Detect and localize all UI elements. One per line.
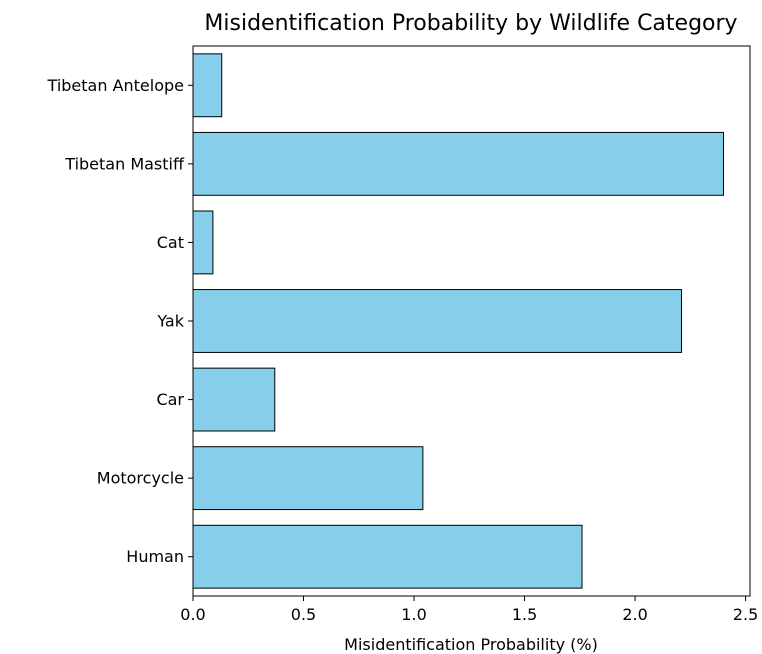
y-tick-label: Tibetan Antelope [47,76,184,95]
plot-area-frame [192,45,751,597]
bar-yak [192,289,682,353]
bar-motorcycle [192,446,424,511]
x-tick-label: 1.0 [401,605,426,624]
y-tick-label: Tibetan Mastiff [64,154,185,173]
bar-tibetan-antelope [192,53,223,118]
x-tick-label: 0.5 [291,605,316,624]
x-tick-label: 0.0 [180,605,205,624]
y-axis-ticks: Human Motorcycle Car Yak Cat Tibetan Mastiff T… [47,76,193,566]
bars-group [192,53,724,589]
y-tick-label: Motorcycle [97,469,184,488]
chart-title: Misidentification Probability by Wildlif… [204,11,737,36]
y-tick-label: Cat [157,233,184,252]
bar-human [192,524,583,589]
y-tick-label: Car [156,390,184,409]
bar-car [192,367,276,432]
bar-cat [192,210,214,275]
bar-tibetan-mastiff [192,131,724,196]
y-tick-label: Human [126,547,184,566]
y-tick-label: Yak [156,312,184,331]
x-tick-label: 1.5 [512,605,537,624]
x-axis-ticks: 0.0 0.5 1.0 1.5 2.0 2.5 [180,596,758,624]
x-tick-label: 2.5 [733,605,758,624]
x-axis-label: Misidentification Probability (%) [344,635,598,654]
x-tick-label: 2.0 [622,605,647,624]
